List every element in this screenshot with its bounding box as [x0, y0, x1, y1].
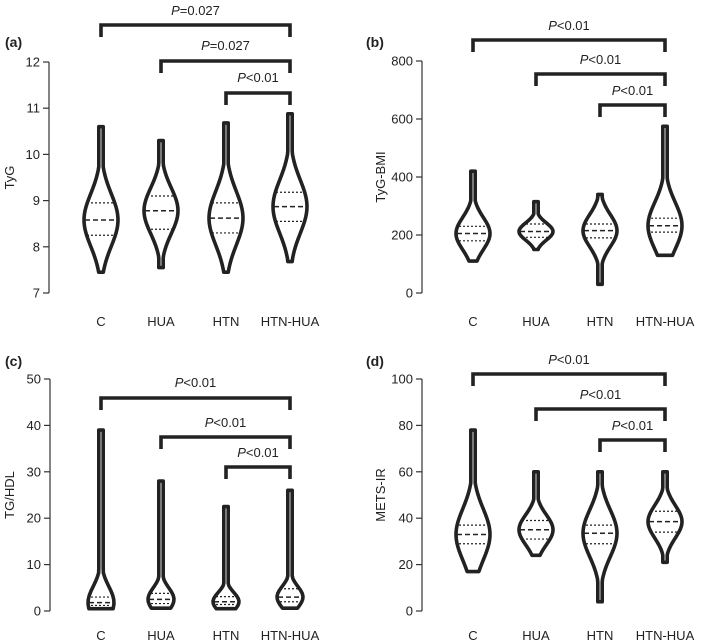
- y-tick-label: 60: [399, 464, 413, 479]
- panel-letter: (b): [366, 34, 384, 50]
- significance-bracket: [534, 72, 667, 86]
- significance-bracket: [598, 438, 667, 452]
- panel-letter: (a): [5, 34, 22, 50]
- p-value-label: P<0.01: [237, 70, 279, 85]
- violin-body: [207, 121, 245, 275]
- x-tick-label: C: [96, 628, 105, 643]
- violin-body: [271, 111, 309, 264]
- y-tick-label: 10: [26, 147, 40, 162]
- x-tick-label: HTN: [587, 314, 614, 329]
- panel-1: (a) 7 8 9 10 11 12 TyG C HUA HTN HTN-HUA P=0.027 P=0.…: [2, 3, 320, 329]
- violin-body: [86, 428, 116, 611]
- significance-bracket: [99, 396, 292, 410]
- x-tick-label: C: [468, 628, 477, 643]
- x-tick-label: HTN: [213, 628, 240, 643]
- violin-body: [82, 124, 120, 275]
- x-tick-label: HUA: [147, 314, 175, 329]
- panel-3: (c) 0 10 20 30 40 50 TG/HDL C HUA HTN HTN-HUA P<0.01…: [2, 353, 320, 643]
- y-tick-label: 20: [399, 557, 413, 572]
- y-tick-label: 12: [26, 55, 40, 70]
- y-tick-label: 20: [27, 511, 41, 526]
- y-tick-label: 200: [391, 228, 413, 243]
- x-tick-label: HTN-HUA: [636, 628, 695, 643]
- p-value-label: P<0.01: [548, 18, 590, 33]
- y-tick-label: 9: [33, 193, 40, 208]
- y-tick-label: 10: [27, 557, 41, 572]
- p-value-label: P<0.01: [580, 52, 622, 67]
- y-tick-label: 40: [399, 511, 413, 526]
- x-tick-label: HTN-HUA: [261, 628, 320, 643]
- p-value-label: P<0.01: [612, 418, 654, 433]
- y-tick-label: 30: [27, 464, 41, 479]
- x-tick-label: C: [96, 314, 105, 329]
- y-tick-label: 0: [34, 604, 41, 619]
- panel-2: (b) 0 200 400 600 800 TyG-BMI C HUA HTN HTN-HUA P<0…: [366, 18, 695, 329]
- y-axis-title: TG/HDL: [2, 471, 17, 519]
- violin-body: [646, 124, 684, 258]
- significance-bracket: [99, 23, 292, 37]
- significance-bracket: [224, 91, 292, 105]
- y-axis-title: TyG-BMI: [373, 151, 388, 202]
- p-value-label: P=0.027: [171, 3, 220, 18]
- x-tick-label: HTN: [213, 314, 240, 329]
- significance-bracket: [159, 59, 292, 73]
- violin-body: [142, 138, 180, 270]
- y-tick-label: 400: [391, 170, 413, 185]
- p-value-label: P<0.01: [548, 352, 590, 367]
- y-tick-label: 100: [391, 372, 413, 387]
- y-tick-label: 80: [399, 418, 413, 433]
- violin-body: [454, 169, 492, 263]
- x-tick-label: HUA: [522, 628, 550, 643]
- significance-bracket: [598, 103, 667, 117]
- significance-bracket: [471, 372, 667, 386]
- violin-body: [581, 192, 619, 287]
- y-tick-label: 8: [33, 239, 40, 254]
- panel-letter: (c): [5, 353, 22, 369]
- x-tick-label: HTN-HUA: [261, 314, 320, 329]
- y-tick-label: 800: [391, 54, 413, 69]
- violin-body: [646, 470, 684, 565]
- y-tick-label: 11: [27, 101, 41, 116]
- p-value-label: P=0.027: [201, 38, 250, 53]
- y-tick-label: 0: [406, 604, 413, 619]
- significance-bracket: [224, 465, 292, 479]
- y-tick-label: 600: [391, 112, 413, 127]
- x-tick-label: HTN-HUA: [636, 314, 695, 329]
- y-tick-label: 0: [406, 286, 413, 301]
- y-tick-label: 40: [27, 418, 41, 433]
- p-value-label: P<0.01: [580, 387, 622, 402]
- p-value-label: P<0.01: [612, 83, 654, 98]
- significance-bracket: [159, 435, 292, 449]
- violin-body: [454, 428, 492, 574]
- x-tick-label: HTN: [587, 628, 614, 643]
- y-tick-label: 7: [33, 286, 40, 301]
- y-tick-label: 50: [27, 372, 41, 387]
- y-axis-title: TyG: [2, 166, 17, 190]
- p-value-label: P<0.01: [175, 375, 217, 390]
- panel-letter: (d): [366, 353, 384, 369]
- violin-body: [211, 504, 241, 611]
- significance-bracket: [534, 407, 667, 421]
- violin-body: [146, 479, 176, 611]
- violin-body: [275, 488, 305, 611]
- significance-bracket: [471, 38, 667, 52]
- y-axis-title: METS-IR: [373, 468, 388, 521]
- violin-body: [517, 199, 555, 252]
- violin-body: [517, 470, 555, 558]
- x-tick-label: HUA: [522, 314, 550, 329]
- p-value-label: P<0.01: [205, 415, 247, 430]
- violin-body: [581, 470, 619, 604]
- p-value-label: P<0.01: [237, 445, 279, 460]
- x-tick-label: HUA: [147, 628, 175, 643]
- panel-4: (d) 0 20 40 60 80 100 METS-IR C HUA HTN HTN-HUA P<0.…: [366, 352, 695, 643]
- x-tick-label: C: [468, 314, 477, 329]
